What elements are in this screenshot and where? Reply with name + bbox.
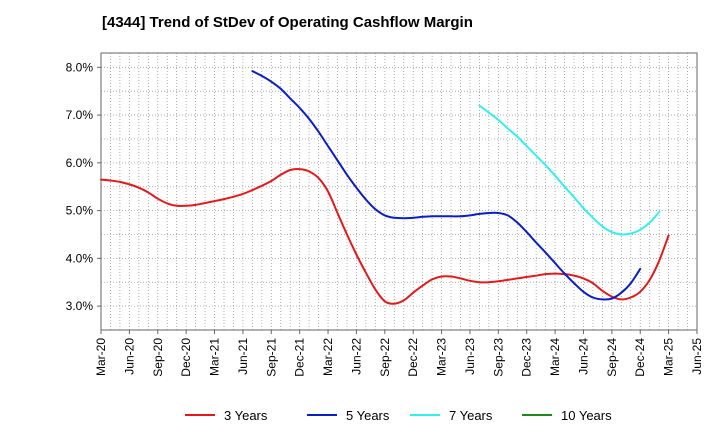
x-tick-label: Sep-22 [378,338,392,377]
y-tick-label: 6.0% [66,156,94,170]
y-tick-label: 5.0% [66,204,94,218]
legend-label-10-years: 10 Years [561,408,612,423]
x-tick-label: Mar-20 [94,338,108,376]
y-tick-label: 7.0% [66,108,94,122]
x-tick-label: Dec-21 [293,338,307,377]
legend: 3 Years 5 Years 7 Years 10 Years [185,408,612,423]
x-tick-label: Jun-20 [122,338,136,375]
x-tick-label: Mar-21 [208,338,222,376]
x-tick-label: Jun-25 [690,338,704,375]
chart-title: [4344] Trend of StDev of Operating Cashf… [102,14,473,31]
x-tick-label: Dec-20 [179,338,193,377]
x-tick-label: Mar-24 [548,338,562,376]
x-tick-label: Jun-21 [236,338,250,375]
x-tick-label: Dec-23 [520,338,534,377]
x-tick-label: Sep-23 [491,338,505,377]
x-tick-label: Dec-22 [406,338,420,377]
series-line-7-years [478,104,661,236]
x-tick-label: Sep-24 [605,338,619,377]
legend-label-3-years: 3 Years [224,408,268,423]
x-tick-label: Dec-24 [633,338,647,377]
x-tick-label: Sep-21 [264,338,278,377]
x-tick-label: Mar-22 [321,338,335,376]
y-tick-label: 3.0% [66,299,94,313]
x-tick-label: Sep-20 [151,338,165,377]
y-axis: 3.0% 4.0% 5.0% 6.0% 7.0% 8.0% [66,60,101,313]
grid-layer [101,53,697,330]
x-tick-label: Mar-25 [662,338,676,376]
legend-label-5-years: 5 Years [346,408,390,423]
legend-label-7-years: 7 Years [449,408,493,423]
x-tick-label: Jun-24 [576,338,590,375]
y-tick-label: 4.0% [66,251,94,265]
x-tick-label: Mar-23 [435,338,449,376]
x-axis: Mar-20 Jun-20 Sep-20 Dec-20 Mar-21 Jun-21 Sep-… [94,330,704,377]
series-layer [100,70,670,305]
plot-frame [100,52,698,331]
series-line-3-years [100,167,670,305]
x-tick-label: Jun-22 [349,338,363,375]
x-tick-label: Jun-23 [463,338,477,375]
series-line-5-years [251,70,642,301]
y-tick-label: 8.0% [66,60,94,74]
